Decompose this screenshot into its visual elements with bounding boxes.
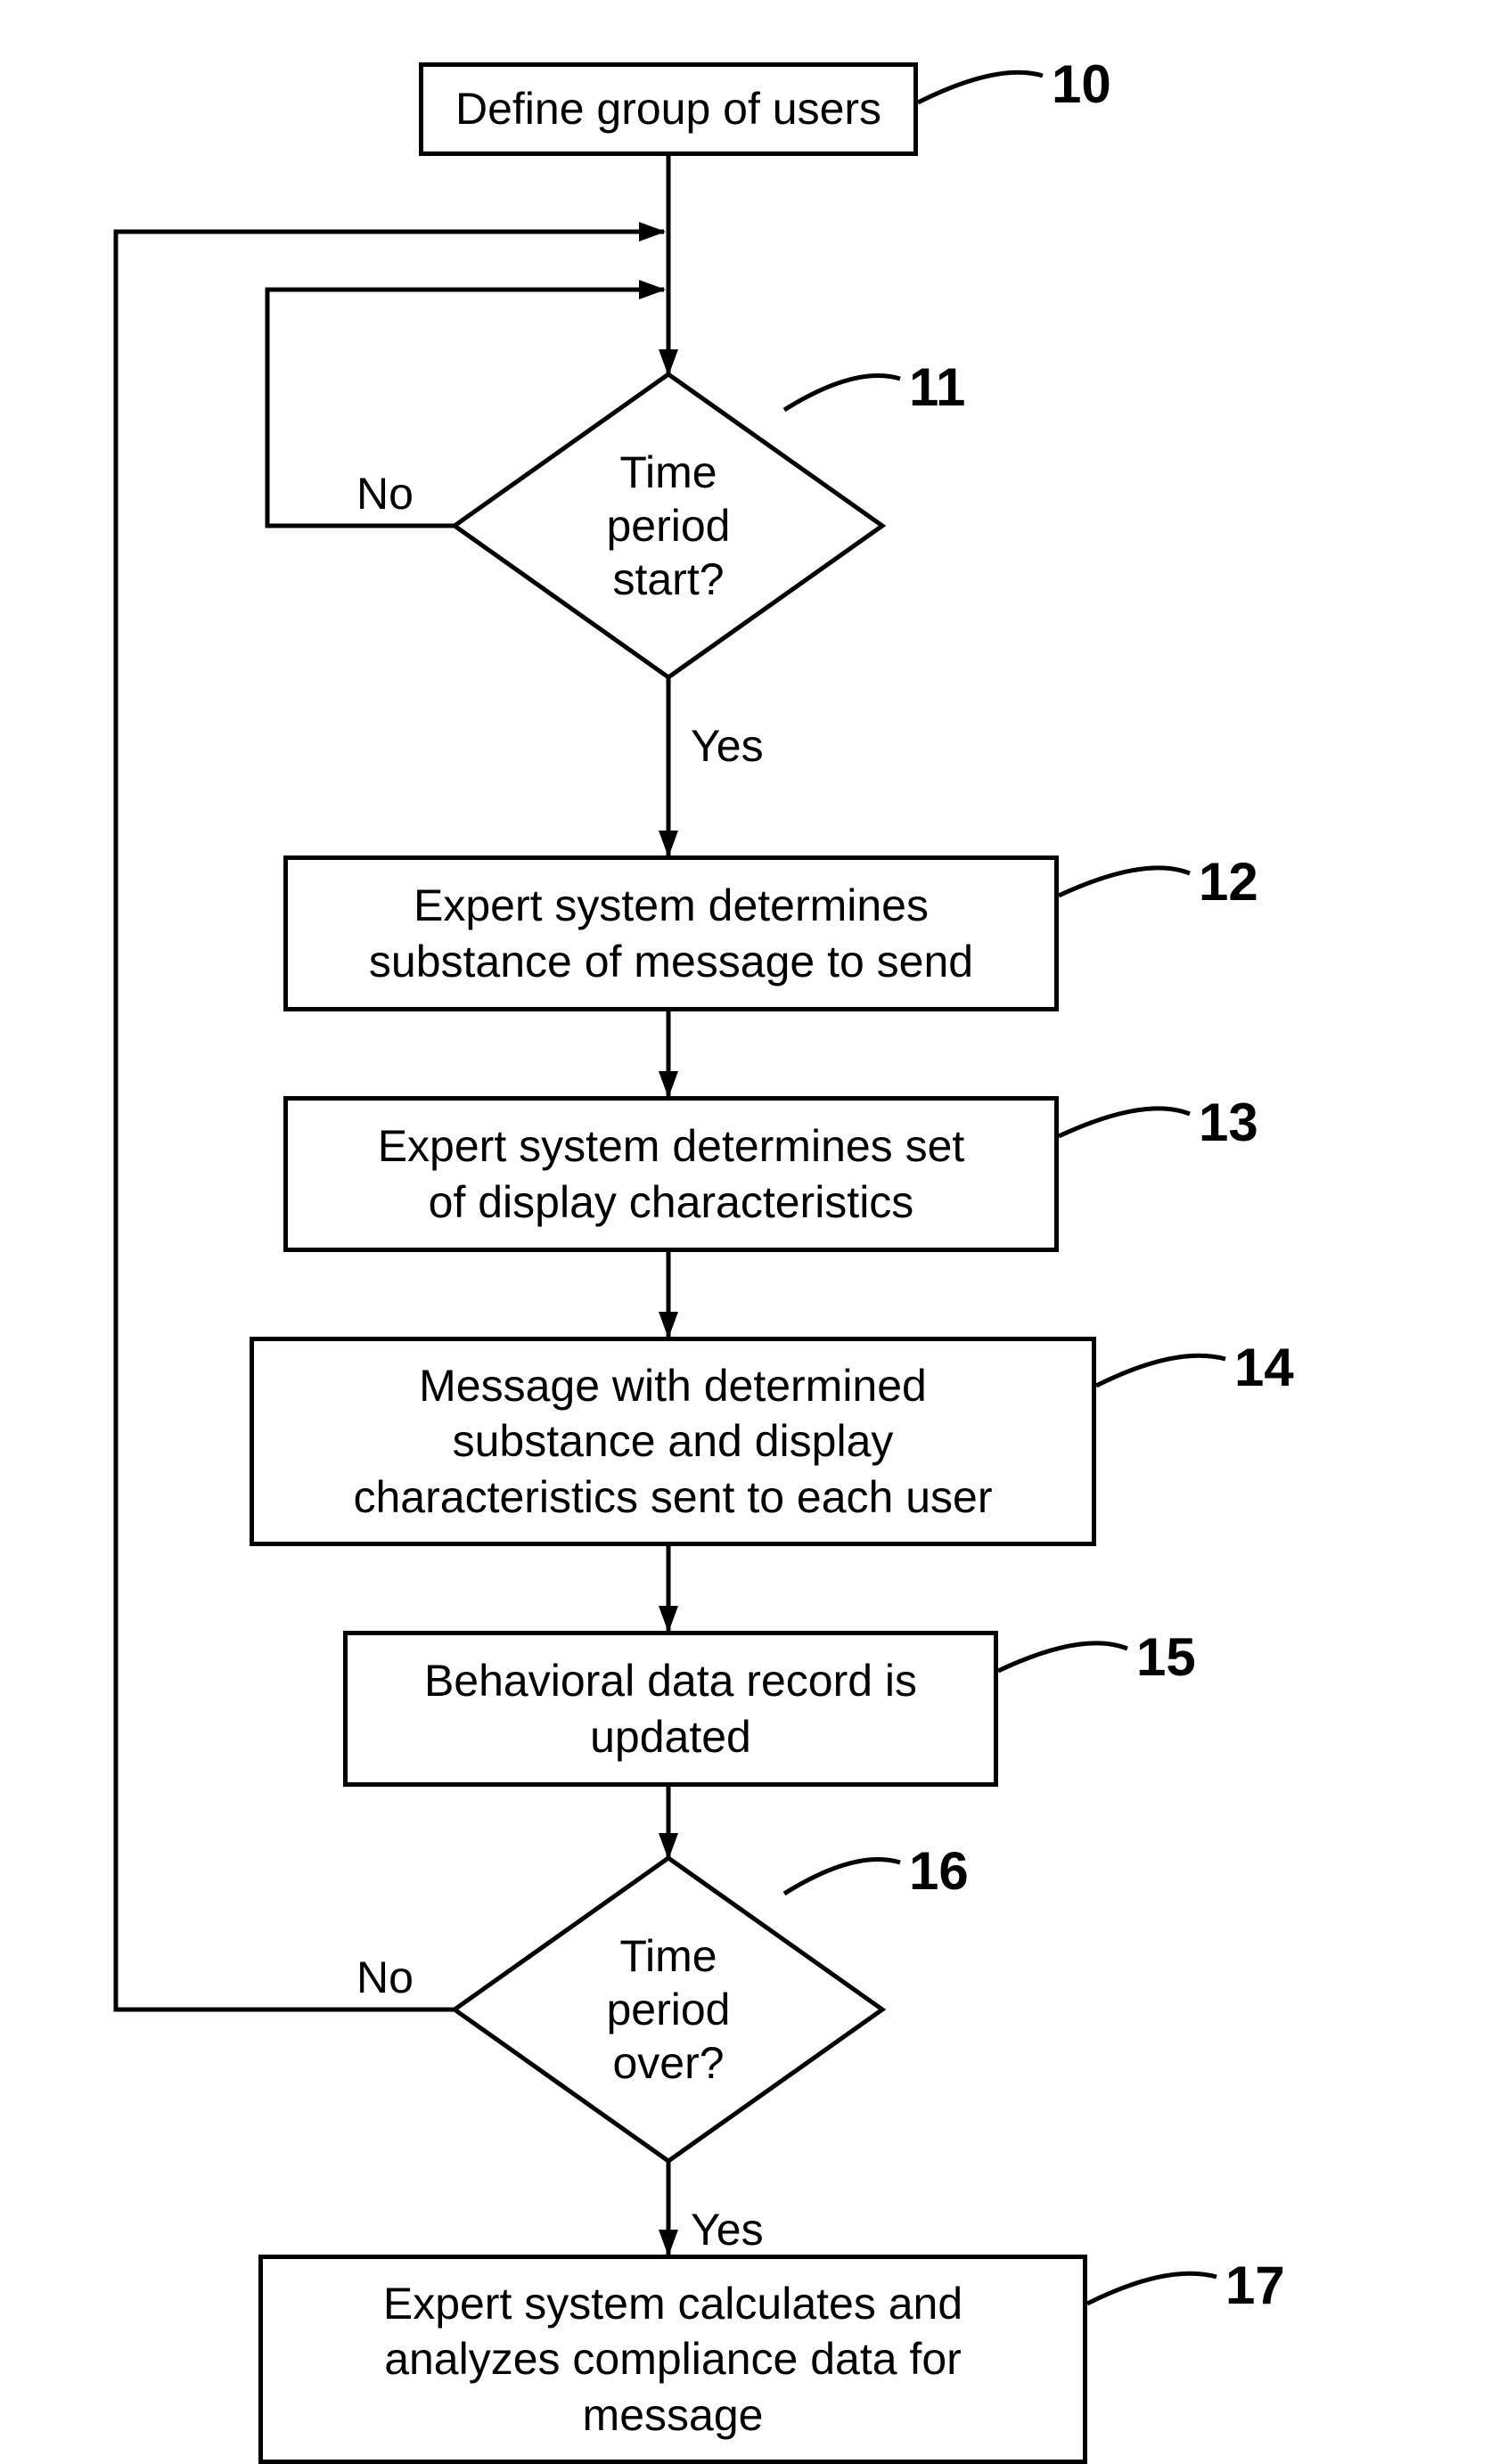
ref-label-n17: 17 — [1225, 2255, 1285, 2316]
edge-label-no11: No — [356, 468, 414, 520]
edge-label-no16: No — [356, 1952, 414, 2003]
ref-label-n15: 15 — [1136, 1626, 1196, 1688]
ref-label-n11: 11 — [909, 356, 965, 418]
ref-leader-n14 — [1096, 1355, 1225, 1386]
node-label: Timeperiodstart? — [607, 446, 731, 606]
edge-label-yes11: Yes — [691, 720, 764, 772]
node-n17: Expert system calculates andanalyzes com… — [258, 2255, 1087, 2464]
node-n12: Expert system determinessubstance of mes… — [283, 855, 1059, 1011]
ref-label-n14: 14 — [1234, 1337, 1294, 1398]
node-n13: Expert system determines setof display c… — [283, 1096, 1059, 1252]
node-n14: Message with determinedsubstance and dis… — [250, 1337, 1096, 1546]
ref-label-n10: 10 — [1052, 53, 1111, 115]
node-label: Timeperiodover? — [607, 1929, 731, 2090]
node-n15: Behavioral data record isupdated — [343, 1631, 998, 1787]
ref-leader-n17 — [1087, 2273, 1216, 2304]
ref-leader-n13 — [1059, 1109, 1190, 1136]
edge-label-yes16: Yes — [691, 2204, 764, 2255]
ref-label-n12: 12 — [1199, 851, 1258, 913]
ref-label-n13: 13 — [1199, 1092, 1258, 1153]
node-label: Message with determinedsubstance and dis… — [354, 1358, 993, 1526]
node-n16: Timeperiodover? — [455, 1858, 882, 2161]
node-label: Expert system determines setof display c… — [378, 1118, 965, 1230]
ref-label-n16: 16 — [909, 1840, 969, 1902]
node-n10: Define group of users — [419, 62, 918, 156]
node-label: Expert system calculates andanalyzes com… — [383, 2276, 962, 2444]
ref-leader-n15 — [998, 1643, 1127, 1671]
ref-leader-n10 — [918, 72, 1043, 102]
ref-leader-n12 — [1059, 868, 1190, 896]
node-n11: Timeperiodstart? — [455, 374, 882, 677]
node-label: Behavioral data record isupdated — [424, 1653, 917, 1764]
node-label: Expert system determinessubstance of mes… — [369, 878, 973, 989]
node-label: Define group of users — [455, 81, 881, 137]
